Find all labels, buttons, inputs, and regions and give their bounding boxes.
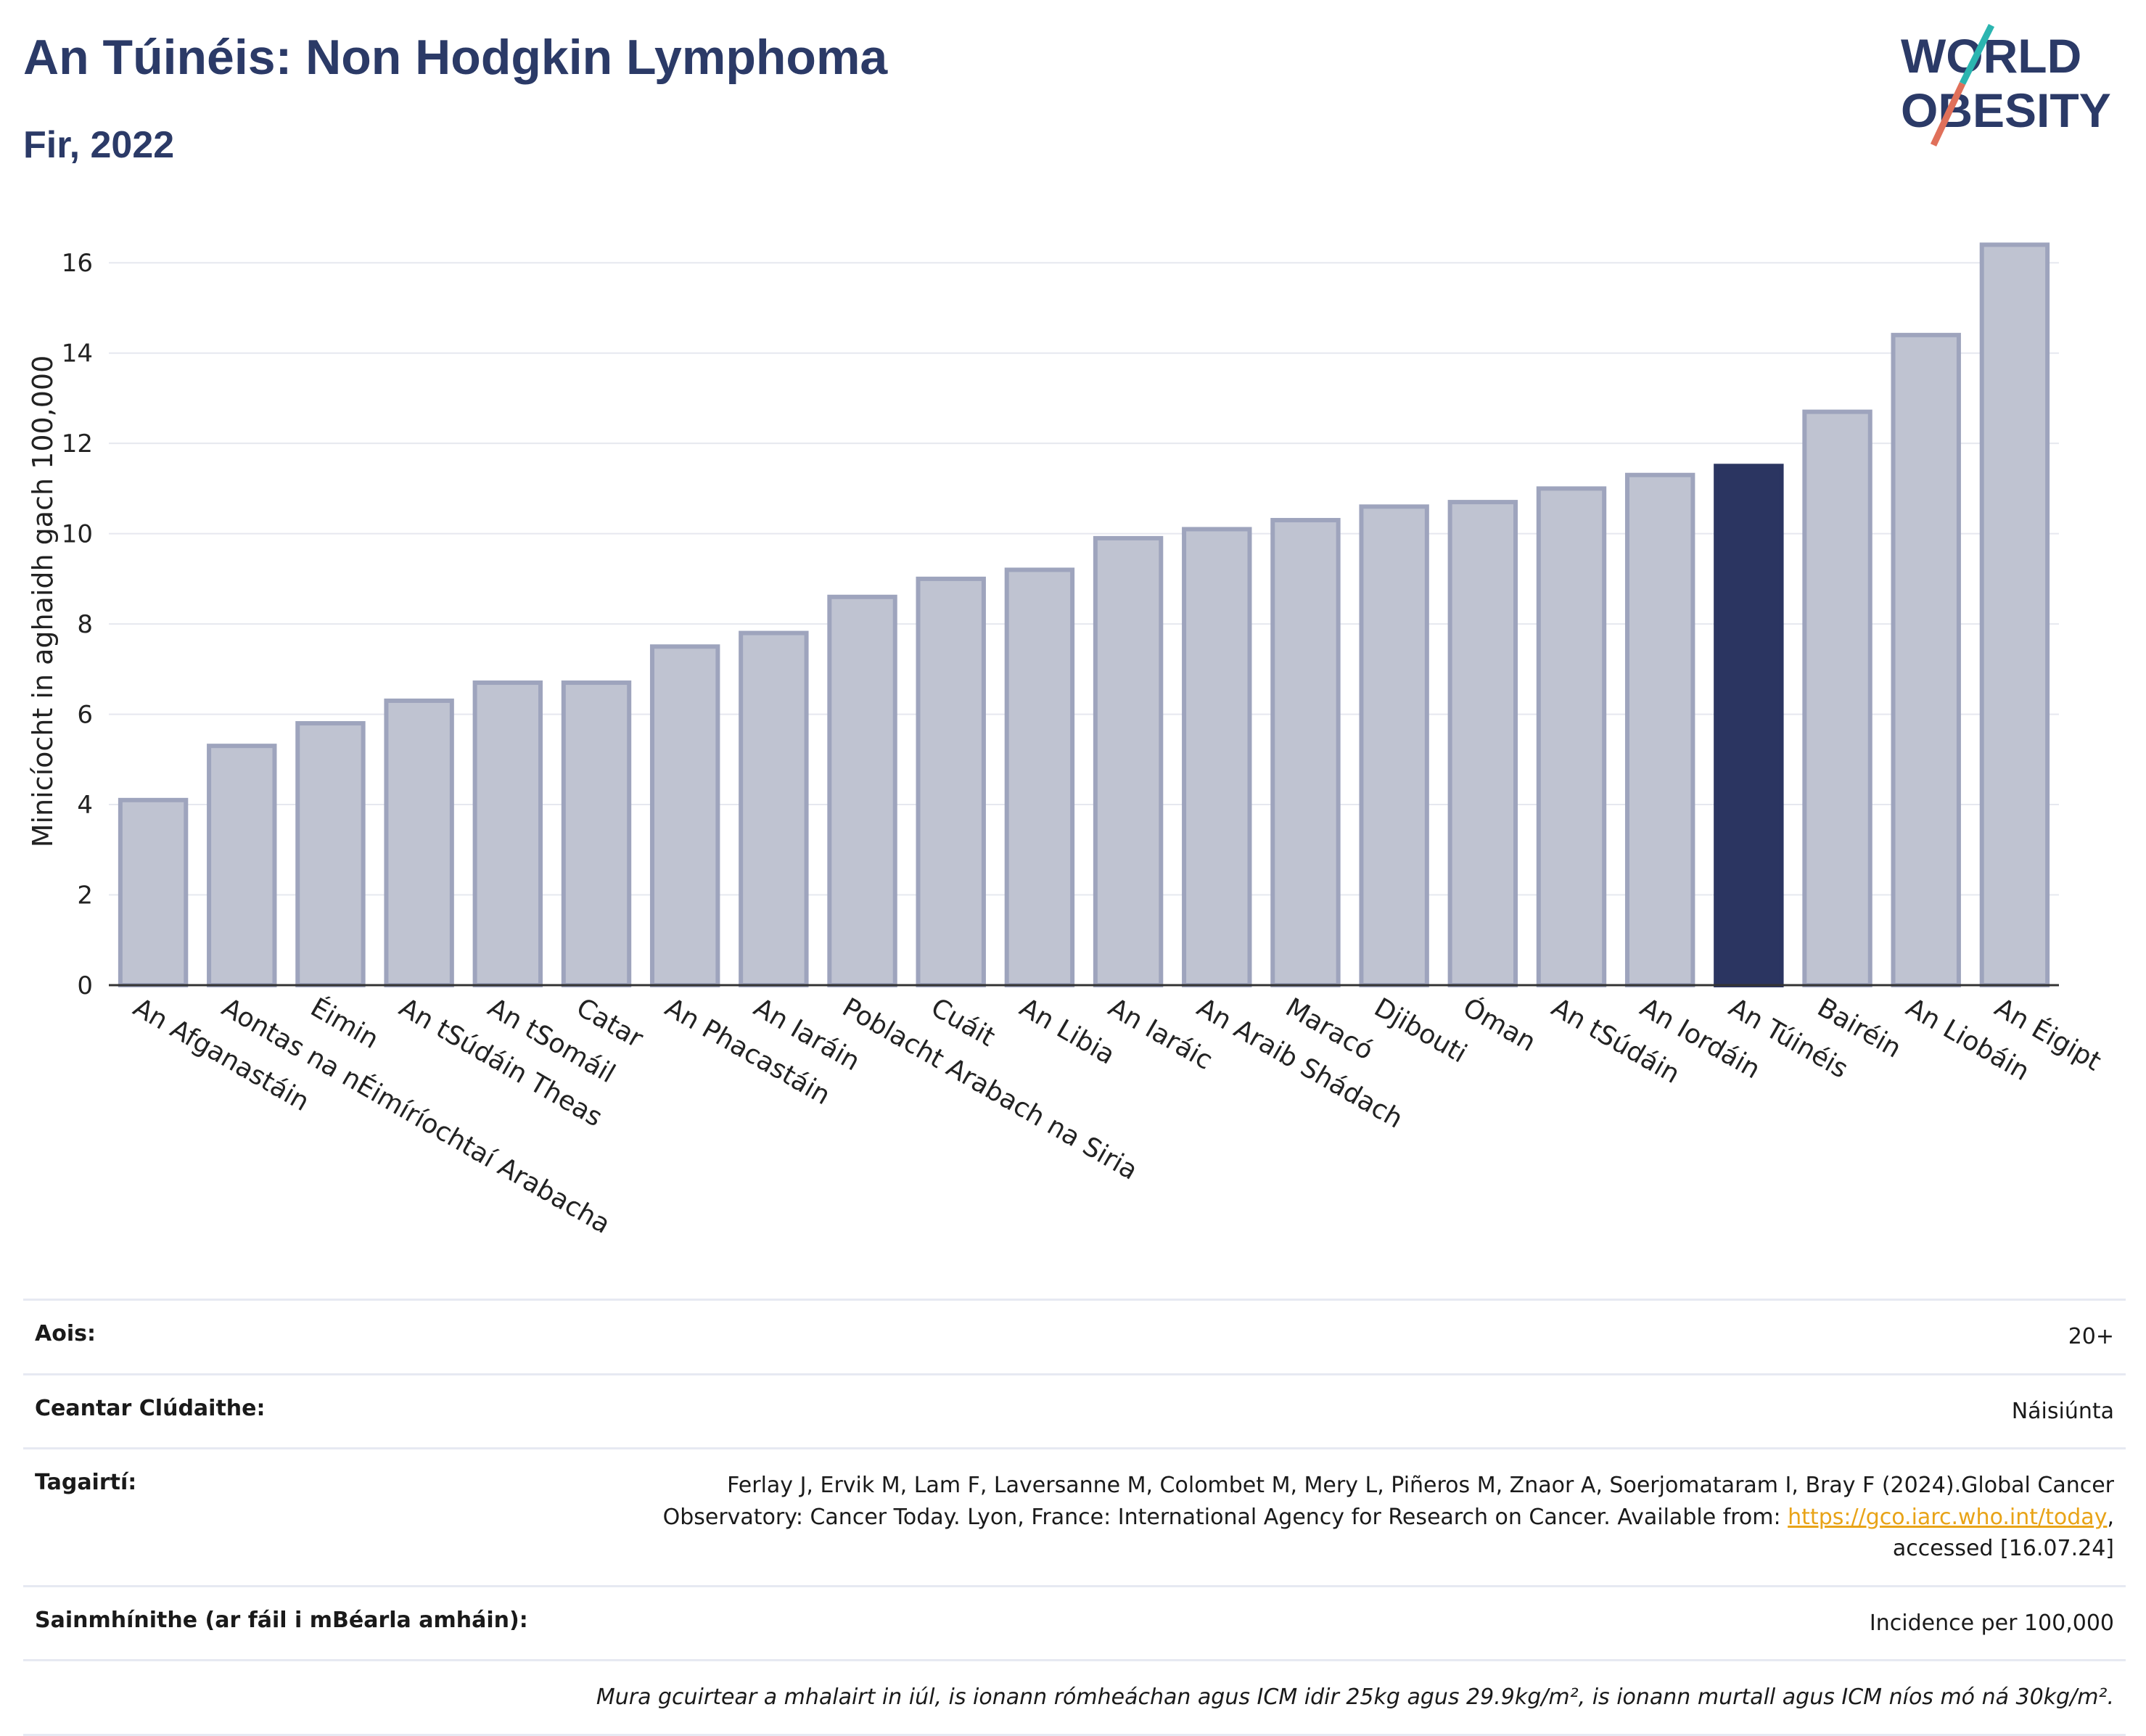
y-tick-label: 10 xyxy=(62,520,93,549)
reference-text-1: Ferlay J, Ervik M, Lam F, Laversanne M, … xyxy=(727,1473,2114,1498)
reference-text-3: accessed [16.07.24] xyxy=(1892,1536,2114,1561)
logo-slash-teal xyxy=(1959,23,1995,86)
bar xyxy=(1004,567,1075,987)
bar xyxy=(1624,472,1695,988)
y-tick-label: 6 xyxy=(77,701,93,730)
bar xyxy=(384,698,454,988)
references-label: Tagairtí: xyxy=(35,1470,137,1495)
bar xyxy=(1979,242,2050,987)
info-row-note: Mura gcuirtear a mhalairt in iúl, is ion… xyxy=(23,1659,2126,1736)
x-tick-label: An Libia xyxy=(1014,992,1119,1070)
age-value: 20+ xyxy=(2068,1324,2114,1349)
bar xyxy=(1093,535,1164,987)
bar xyxy=(1359,504,1429,987)
info-row-definitions: Sainmhínithe (ar fáil i mBéarla amháin):… xyxy=(23,1584,2126,1660)
bar xyxy=(1891,332,1961,987)
bar xyxy=(916,576,986,987)
area-label: Ceantar Clúdaithe: xyxy=(35,1395,266,1421)
bar xyxy=(649,644,720,987)
logo-slash-coral xyxy=(1930,82,1966,147)
x-tick-label: Djibouti xyxy=(1369,992,1471,1069)
bar xyxy=(207,744,277,987)
bar xyxy=(1182,527,1252,987)
y-tick-label: 12 xyxy=(62,429,93,458)
bar xyxy=(472,680,543,988)
reference-link[interactable]: https://gco.iarc.who.int/today xyxy=(1788,1504,2108,1530)
page-subtitle: Fir, 2022 xyxy=(23,124,175,166)
bar-chart: 0 2 4 6 8 10 12 14 16 Minicíocht in aghaidh gach … xyxy=(27,242,2106,1240)
obesity-definition-note: Mura gcuirtear a mhalairt in iúl, is ion… xyxy=(596,1684,2114,1710)
bar xyxy=(1802,409,1872,987)
age-label: Aois: xyxy=(35,1321,96,1346)
info-row-age: Aois: 20+ xyxy=(23,1299,2126,1373)
bar xyxy=(118,797,189,987)
world-obesity-logo: WORLD OBESITY xyxy=(1901,23,2111,147)
definitions-label: Sainmhínithe (ar fáil i mBéarla amháin): xyxy=(35,1607,528,1633)
y-tick-label: 14 xyxy=(62,340,93,369)
logo-text-world: WORLD xyxy=(1901,29,2081,83)
bar xyxy=(295,721,366,987)
bar xyxy=(1270,517,1341,988)
y-tick-label: 8 xyxy=(77,610,93,639)
y-tick-label: 4 xyxy=(77,791,93,820)
page-title: An Túinéis: Non Hodgkin Lymphoma xyxy=(23,30,888,85)
reference-text-2: Observatory: Cancer Today. Lyon, France:… xyxy=(662,1504,1781,1530)
info-row-area: Ceantar Clúdaithe: Náisiúnta xyxy=(23,1373,2126,1448)
x-tick-label: Óman xyxy=(1458,992,1541,1058)
info-table: Aois: 20+ Ceantar Clúdaithe: Náisiúnta T… xyxy=(23,1299,2126,1736)
references-value: Ferlay J, Ervik M, Lam F, Laversanne M, … xyxy=(662,1473,2114,1561)
bar xyxy=(1714,464,1784,987)
y-tick-label: 0 xyxy=(77,971,93,1000)
y-axis-title: Minicíocht in aghaidh gach 100,000 xyxy=(27,355,59,848)
bar xyxy=(561,680,632,988)
bar xyxy=(1447,500,1518,988)
bar xyxy=(739,630,809,987)
bar xyxy=(827,594,897,987)
area-value: Náisiúnta xyxy=(2011,1398,2114,1424)
y-tick-label: 16 xyxy=(62,249,93,278)
y-tick-label: 2 xyxy=(77,881,93,910)
definitions-value: Incidence per 100,000 xyxy=(1869,1610,2114,1636)
info-row-references: Tagairtí: Ferlay J, Ervik M, Lam F, Lave… xyxy=(23,1447,2126,1585)
logo-text-obesity: OBESITY xyxy=(1901,83,2111,137)
bar xyxy=(1536,486,1607,988)
